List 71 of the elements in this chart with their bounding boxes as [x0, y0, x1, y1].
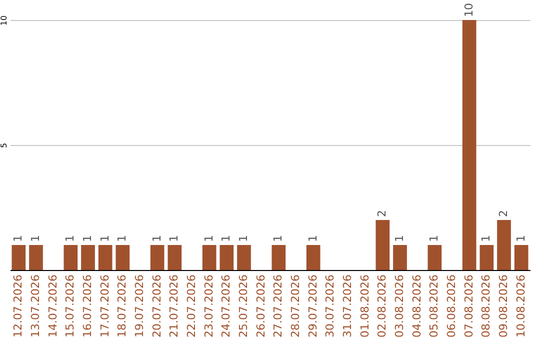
x-tick-label: 27.07.2026 — [272, 274, 285, 338]
data-label: 2 — [497, 210, 510, 217]
bar — [116, 245, 130, 270]
data-label: 1 — [64, 235, 77, 242]
data-label: 1 — [393, 235, 406, 242]
x-tick-label: 30.07.2026 — [324, 274, 337, 338]
x-tick-label: 22.07.2026 — [185, 274, 198, 338]
data-label: 1 — [29, 235, 42, 242]
x-tick-label: 20.07.2026 — [150, 274, 164, 338]
bar — [220, 245, 234, 270]
bar — [514, 245, 528, 270]
bar — [64, 245, 78, 270]
x-tick-label: 16.07.2026 — [81, 274, 94, 338]
x-tick-label: 03.08.2026 — [393, 274, 406, 338]
x-tick-label: 14.07.2026 — [46, 274, 60, 338]
bar — [237, 245, 251, 270]
data-label: 1 — [480, 235, 493, 242]
data-label: 1 — [220, 235, 233, 242]
x-tick-label: 19.07.2026 — [133, 274, 146, 338]
x-tick-label: 25.07.2026 — [237, 274, 250, 338]
x-tick-label: 23.07.2026 — [202, 274, 216, 338]
data-label: 1 — [514, 235, 528, 242]
data-label: 1 — [237, 235, 250, 242]
bar — [462, 20, 476, 270]
x-tick-label: 09.08.2026 — [497, 274, 510, 338]
x-tick-label: 18.07.2026 — [116, 274, 129, 338]
x-tick-label: 26.07.2026 — [254, 274, 268, 338]
data-label: 1 — [116, 235, 129, 242]
x-tick-label: 12.07.2026 — [12, 274, 25, 338]
data-label: 1 — [168, 235, 181, 242]
data-label: 10 — [462, 3, 476, 17]
bar — [497, 220, 511, 270]
bar — [272, 245, 286, 270]
x-tick-label: 10.08.2026 — [514, 274, 528, 338]
bar — [393, 245, 407, 270]
data-label: 1 — [272, 235, 285, 242]
bar — [202, 245, 216, 270]
data-label: 1 — [428, 235, 441, 242]
data-label: 2 — [376, 210, 389, 217]
x-tick-label: 28.07.2026 — [289, 274, 302, 338]
x-tick-label: 06.08.2026 — [445, 274, 458, 338]
x-tick-label: 13.07.2026 — [29, 274, 42, 338]
bar — [150, 245, 164, 270]
bar — [306, 245, 320, 270]
data-label: 1 — [150, 235, 164, 242]
data-label: 1 — [81, 235, 94, 242]
bar — [12, 245, 26, 270]
data-label: 1 — [12, 235, 25, 242]
bar — [428, 245, 442, 270]
x-tick-label: 21.07.2026 — [168, 274, 181, 338]
bar — [480, 245, 494, 270]
bar — [376, 220, 390, 270]
y-tick-label: 5 — [0, 142, 8, 148]
bar — [29, 245, 43, 270]
x-tick-label: 05.08.2026 — [428, 274, 441, 338]
bar — [98, 245, 112, 270]
x-tick-label: 24.07.2026 — [220, 274, 233, 338]
x-tick-label: 15.07.2026 — [64, 274, 77, 338]
data-label: 1 — [202, 235, 216, 242]
x-tick-label: 29.07.2026 — [306, 274, 320, 338]
x-tick-label: 01.08.2026 — [358, 274, 372, 338]
data-label: 1 — [306, 235, 320, 242]
x-tick-label: 31.07.2026 — [341, 274, 354, 338]
x-tick-label: 02.08.2026 — [376, 274, 389, 338]
bar — [81, 245, 95, 270]
x-tick-label: 17.07.2026 — [98, 274, 112, 338]
x-tick-label: 04.08.2026 — [410, 274, 424, 338]
x-tick-label: 08.08.2026 — [480, 274, 493, 338]
data-label: 1 — [98, 235, 112, 242]
bar — [168, 245, 182, 270]
x-tick-label: 07.08.2026 — [462, 274, 476, 338]
